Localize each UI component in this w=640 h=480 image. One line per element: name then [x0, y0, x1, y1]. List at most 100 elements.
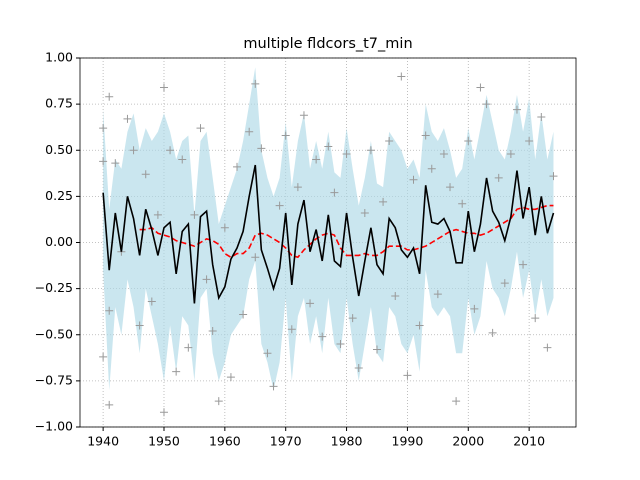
scatter-point: [299, 111, 308, 120]
x-tick-label: 1980: [331, 434, 363, 449]
scatter-point: [421, 131, 430, 140]
scatter-point: [129, 146, 138, 155]
scatter-point: [306, 299, 315, 308]
scatter-point: [494, 173, 503, 182]
scatter-point: [159, 83, 168, 92]
y-tick-label: 0.50: [45, 142, 73, 157]
scatter-point: [500, 279, 509, 288]
scatter-point: [348, 314, 357, 323]
scatter-point: [245, 127, 254, 136]
scatter-point: [172, 367, 181, 376]
scatter-point: [476, 83, 485, 92]
scatter-point: [99, 352, 108, 361]
scatter-point: [123, 114, 132, 123]
scatter-point: [458, 199, 467, 208]
scatter-point: [99, 157, 108, 166]
scatter-point: [385, 137, 394, 146]
scatter-point: [519, 260, 528, 269]
scatter-point: [166, 146, 175, 155]
y-tick-label: 1.00: [45, 50, 73, 65]
scatter-point: [135, 321, 144, 330]
y-tick-label: −0.50: [35, 326, 73, 341]
scatter-point: [233, 162, 242, 171]
scatter-point: [159, 408, 168, 417]
x-tick-label: 1950: [148, 434, 180, 449]
scatter-point: [190, 210, 199, 219]
scatter-point: [220, 223, 229, 232]
scatter-point: [452, 397, 461, 406]
scatter-point: [275, 201, 284, 210]
scatter-point: [531, 314, 540, 323]
scatter-point: [354, 363, 363, 372]
x-tick-label: 1970: [270, 434, 302, 449]
scatter-point: [397, 72, 406, 81]
scatter-point: [105, 400, 114, 409]
scatter-point: [543, 343, 552, 352]
scatter-point: [269, 382, 278, 391]
scatter-point: [214, 397, 223, 406]
x-tick-label: 1990: [392, 434, 424, 449]
scatter-point: [409, 175, 418, 184]
scatter-point: [512, 105, 521, 114]
scatter-point: [403, 371, 412, 380]
scatter-point: [202, 275, 211, 284]
scatter-point: [141, 170, 150, 179]
scatter-point: [208, 327, 217, 336]
y-tick-label: −0.25: [35, 280, 73, 295]
scatter-point: [330, 188, 339, 197]
x-tick-label: 2000: [452, 434, 484, 449]
y-tick-label: −0.75: [35, 372, 73, 387]
scatter-point: [312, 155, 321, 164]
scatter-point: [239, 310, 248, 319]
y-tick-label: −1.00: [35, 419, 73, 434]
scatter-point: [342, 149, 351, 158]
scatter-point: [439, 149, 448, 158]
series-line: [102, 164, 555, 304]
series-line: [139, 204, 554, 259]
scatter-point: [482, 100, 491, 109]
scatter-point: [506, 149, 515, 158]
scatter-point: [336, 339, 345, 348]
x-tick-label: 2010: [513, 434, 545, 449]
scatter-point: [464, 137, 473, 146]
scatter-point: [263, 349, 272, 358]
scatter-point: [525, 137, 534, 146]
scatter-point: [293, 183, 302, 192]
x-tick-label: 1960: [209, 434, 241, 449]
scatter-point: [427, 164, 436, 173]
scatter-point: [111, 159, 120, 168]
y-tick-label: 0.75: [45, 96, 73, 111]
scatter-point: [251, 79, 260, 88]
scatter-point: [251, 253, 260, 262]
chart-title: multiple fldcors_t7_min: [243, 36, 412, 52]
scatter-point: [549, 172, 558, 181]
scatter-point: [99, 124, 108, 133]
x-tick-label: 1940: [87, 434, 119, 449]
y-tick-label: 0.00: [45, 234, 73, 249]
scatter-point: [105, 306, 114, 315]
scatter-point: [287, 325, 296, 334]
scatter-point: [372, 345, 381, 354]
scatter-point: [226, 373, 235, 382]
scatter-point: [281, 131, 290, 140]
scatter-point: [324, 142, 333, 151]
scatter-point: [366, 146, 375, 155]
scatter-point: [488, 328, 497, 337]
scatter-point: [446, 183, 455, 192]
scatter-point: [360, 208, 369, 217]
scatter-point: [318, 332, 327, 341]
scatter-point: [415, 321, 424, 330]
scatter-point: [153, 210, 162, 219]
spread-band: [103, 67, 554, 391]
scatter-point: [105, 92, 114, 101]
scatter-point: [470, 304, 479, 313]
scatter-point: [537, 113, 546, 122]
scatter-point: [257, 144, 266, 153]
scatter-point: [379, 197, 388, 206]
scatter-point: [184, 343, 193, 352]
scatter-point: [178, 155, 187, 164]
scatter-point: [391, 292, 400, 301]
scatter-point: [433, 290, 442, 299]
scatter-point: [147, 297, 156, 306]
